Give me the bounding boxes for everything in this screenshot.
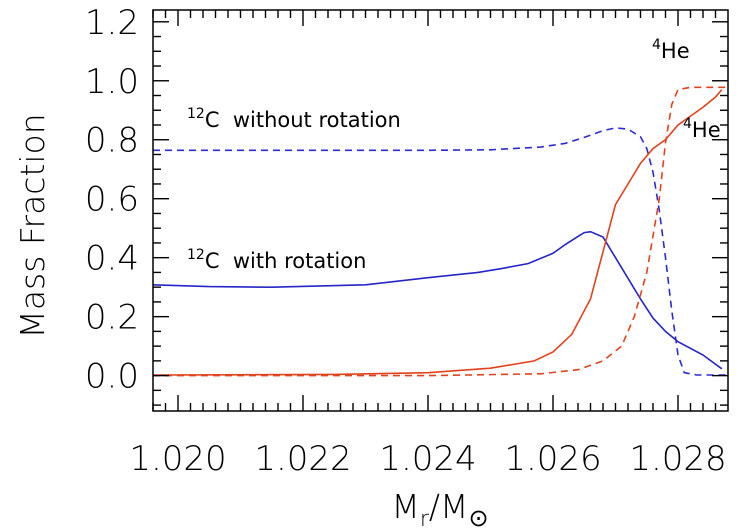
x-tick-label: 1.024: [379, 439, 476, 479]
annotation-4he-with-rotation: 4He: [683, 116, 721, 142]
series-line-3: [153, 86, 728, 377]
x-tick-label: 1.020: [129, 439, 226, 479]
series-line-1: [152, 230, 723, 370]
y-tick-label: 0.2: [85, 298, 139, 338]
x-tick-label: 1.026: [504, 439, 601, 479]
series-layer: [152, 86, 728, 377]
y-tick-label: 0.6: [85, 180, 139, 220]
y-tick-label: 0.4: [85, 239, 139, 279]
y-tick-label: 1.0: [85, 62, 139, 102]
plot-frame: [152, 9, 729, 412]
annotation-12c-with-rotation: 12C with rotation: [187, 247, 366, 273]
annotation-4he-without-rotation: 4He: [652, 37, 690, 63]
x-tick-label: 1.028: [629, 439, 726, 479]
y-tick-label: 0.0: [85, 357, 139, 397]
tick-label-layer: 0.0 0.2 0.4 0.6 0.8 1.0 1.2 1.020 1.022 1.024 1.02…: [85, 3, 727, 479]
y-tick-label: 0.8: [85, 121, 139, 161]
y-axis-title: Mass Fraction: [13, 113, 52, 338]
y-tick-label: 1.2: [85, 3, 139, 43]
series-line-2: [152, 89, 723, 376]
x-tick-label: 1.022: [254, 439, 351, 479]
series-line-0: [153, 127, 728, 376]
x-axis-title: Mr/M⊙: [391, 487, 488, 529]
tick-layer: [152, 10, 728, 411]
annotation-12c-without-rotation: 12C without rotation: [187, 106, 401, 132]
